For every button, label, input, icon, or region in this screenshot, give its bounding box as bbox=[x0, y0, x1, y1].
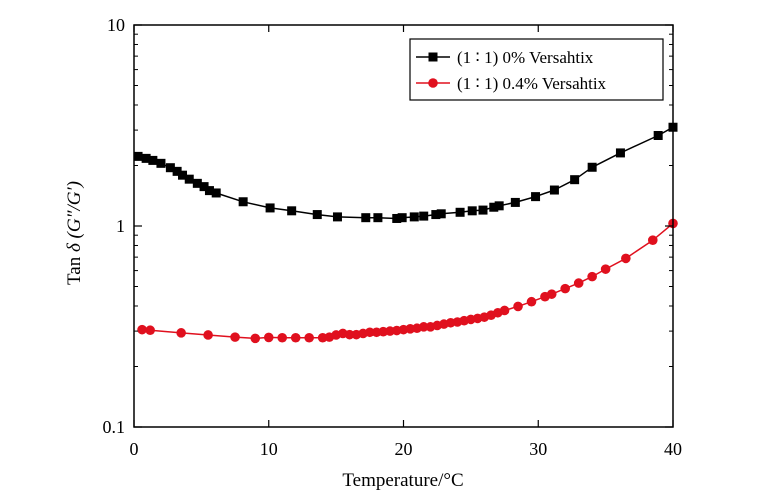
data-point-circle bbox=[304, 332, 314, 343]
data-point-circle bbox=[499, 305, 510, 316]
data-point-square bbox=[455, 207, 465, 217]
legend-marker bbox=[428, 78, 438, 88]
data-point-square bbox=[165, 163, 175, 173]
data-point-square bbox=[287, 206, 297, 216]
data-point-circle bbox=[277, 332, 288, 343]
data-point-square bbox=[133, 151, 143, 161]
plot-area bbox=[133, 122, 678, 344]
data-point-square bbox=[178, 170, 188, 180]
legend-box bbox=[409, 38, 664, 101]
data-point-square bbox=[397, 213, 407, 223]
data-point-circle bbox=[600, 264, 611, 274]
data-point-circle bbox=[344, 329, 355, 340]
data-point-square bbox=[531, 192, 541, 202]
series-line bbox=[137, 126, 674, 220]
data-point-circle bbox=[526, 296, 537, 307]
data-point-square bbox=[265, 203, 275, 213]
data-point-circle bbox=[546, 289, 557, 299]
data-point-square bbox=[211, 188, 221, 198]
data-point-square bbox=[312, 210, 322, 220]
data-point-square bbox=[587, 162, 597, 172]
x-tick-label: 10 bbox=[260, 439, 278, 459]
data-point-circle bbox=[621, 253, 631, 264]
data-point-circle bbox=[365, 327, 375, 338]
data-point-square bbox=[156, 158, 166, 168]
data-point-square bbox=[148, 155, 158, 165]
axes: 0 10 20 30 40 0.1 1 10 bbox=[103, 15, 683, 459]
x-tick-label: 0 bbox=[130, 439, 139, 459]
data-point-circle bbox=[263, 332, 274, 343]
data-point-circle bbox=[573, 278, 584, 288]
legend-entry-1: (1 ∶ 1) 0% Versahtix bbox=[416, 48, 594, 67]
data-point-square bbox=[184, 174, 194, 184]
x-axis-title: Temperature/°C bbox=[342, 470, 463, 491]
series-1 bbox=[133, 122, 678, 223]
data-point-circle bbox=[290, 332, 301, 343]
y-tick-label: 1 bbox=[116, 216, 125, 236]
data-point-square bbox=[192, 178, 202, 188]
data-point-circle bbox=[513, 301, 523, 312]
data-point-square bbox=[172, 166, 182, 176]
data-point-circle bbox=[418, 322, 429, 332]
data-point-circle bbox=[587, 271, 597, 282]
data-point-square bbox=[199, 182, 209, 192]
data-point-circle bbox=[230, 332, 240, 342]
data-point-square bbox=[478, 205, 488, 215]
data-point-square bbox=[431, 210, 441, 220]
legend-entry-2: (1 ∶ 1) 0.4% Versahtix bbox=[416, 74, 607, 93]
legend-label: (1 ∶ 1) 0% Versahtix bbox=[457, 48, 594, 67]
data-point-square bbox=[653, 130, 663, 140]
data-point-square bbox=[204, 186, 214, 196]
data-point-circle bbox=[203, 330, 213, 340]
data-point-square bbox=[361, 213, 371, 223]
data-point-square bbox=[570, 175, 580, 185]
data-point-square bbox=[489, 202, 499, 212]
x-tick-label: 20 bbox=[395, 439, 413, 459]
data-point-square bbox=[615, 148, 625, 158]
data-point-square bbox=[332, 212, 342, 222]
data-point-circle bbox=[137, 324, 147, 335]
series-2 bbox=[137, 218, 678, 344]
data-point-square bbox=[510, 197, 520, 207]
legend: (1 ∶ 1) 0% Versahtix (1 ∶ 1) 0.4% Versaht… bbox=[409, 38, 664, 101]
x-tick-label: 40 bbox=[664, 439, 682, 459]
data-point-circle bbox=[647, 235, 658, 245]
data-point-square bbox=[494, 201, 504, 211]
y-axis-title: Tan δ (G″/G′) bbox=[64, 181, 85, 285]
legend-label: (1 ∶ 1) 0.4% Versahtix bbox=[457, 74, 607, 93]
data-point-square bbox=[373, 213, 383, 223]
data-point-square bbox=[238, 197, 248, 207]
y-tick-label: 10 bbox=[107, 15, 125, 35]
data-point-square bbox=[141, 153, 151, 163]
data-point-square bbox=[549, 185, 559, 195]
data-point-square bbox=[436, 209, 446, 219]
data-point-square bbox=[419, 211, 429, 221]
y-tick-label: 0.1 bbox=[103, 417, 126, 437]
data-point-circle bbox=[176, 328, 186, 338]
data-point-circle bbox=[560, 283, 570, 294]
x-tick-label: 30 bbox=[529, 439, 547, 459]
data-point-square bbox=[392, 213, 402, 223]
legend-marker bbox=[428, 52, 438, 62]
data-point-circle bbox=[250, 333, 261, 344]
data-point-square bbox=[409, 212, 419, 222]
data-point-circle bbox=[145, 325, 155, 336]
data-point-square bbox=[467, 206, 477, 216]
